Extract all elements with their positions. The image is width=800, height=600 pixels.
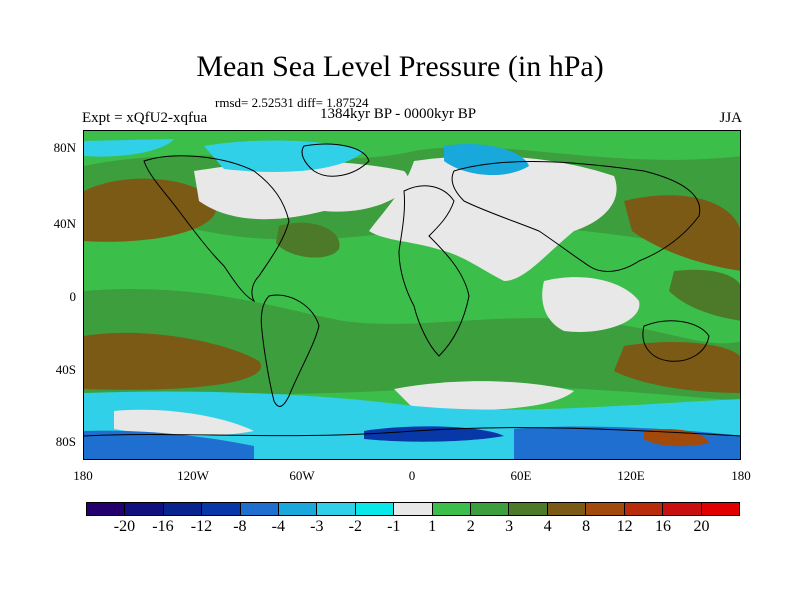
lon-label-120w: 120W <box>177 468 209 483</box>
zone-brown-tropical-east <box>669 269 740 321</box>
colorbar-box <box>471 503 510 515</box>
colorbar-box <box>163 503 203 515</box>
coast-australia <box>642 320 710 362</box>
lon-label-60w: 60W <box>289 468 315 483</box>
colorbar-box <box>663 503 702 515</box>
coast-antarctica <box>84 427 740 437</box>
colorbar-label: 2 <box>466 518 475 535</box>
pressure-map <box>83 130 741 460</box>
experiment-label: Expt = xQfU2-xqfua <box>82 110 208 126</box>
colorbar-label: -20 <box>113 518 136 535</box>
colorbar-label: -2 <box>348 518 362 535</box>
lat-label-40s: 40S <box>55 362 76 377</box>
zone-grey-north-atlantic <box>194 161 409 220</box>
colorbar-label: 3 <box>505 518 514 535</box>
colorbar-label: -16 <box>152 518 174 535</box>
colorbar-box <box>87 503 126 515</box>
lon-label-60e: 60E <box>510 468 532 483</box>
colorbar-box <box>701 503 739 515</box>
zone-cyan-labrador <box>84 139 174 157</box>
zone-brown-south-pacific <box>84 332 262 390</box>
colorbar-box <box>279 503 318 515</box>
colorbar <box>86 502 740 516</box>
lon-label-180w: 180 <box>73 468 93 483</box>
zone-grey-antarctic-patches <box>114 409 254 436</box>
colorbar-box <box>509 503 548 515</box>
lat-label-0: 0 <box>69 289 77 304</box>
colorbar-box <box>355 503 395 515</box>
colorbar-label: 20 <box>693 518 710 535</box>
map-title: Mean Sea Level Pressure (in hPa) <box>196 50 604 83</box>
colorbar-label: 12 <box>616 518 633 535</box>
zone-brown-south-indian <box>614 342 740 393</box>
zone-cyan-arctic-west <box>204 140 364 172</box>
season-label: JJA <box>719 110 742 126</box>
colorbar-box <box>240 503 280 515</box>
zone-grey-indian-ocean <box>542 277 640 332</box>
zone-brown-north-atlantic <box>276 222 340 258</box>
colorbar-label: -12 <box>190 518 213 535</box>
zone-dark-blue-ross <box>364 426 504 442</box>
zone-grey-south-atlantic <box>394 381 574 411</box>
colorbar-label: -1 <box>387 518 401 535</box>
lon-label-120e: 120E <box>617 468 645 483</box>
zone-blue-antarctic-west <box>84 430 254 459</box>
period-text: 1384kyr BP - 0000kyr BP <box>320 106 477 122</box>
colorbar-label: -8 <box>233 518 247 535</box>
colorbar-label: 4 <box>543 518 552 535</box>
statistics-text: rmsd= 2.52531 diff= 1.87524 <box>215 95 369 110</box>
coast-greenland <box>301 143 370 177</box>
colorbar-box <box>432 503 472 515</box>
colorbar-box <box>394 503 433 515</box>
coast-north-america <box>143 155 290 303</box>
colorbar-box <box>624 503 664 515</box>
lat-label-40n: 40N <box>53 216 76 231</box>
coast-europe-africa <box>398 185 470 357</box>
lon-label-0: 0 <box>408 468 416 483</box>
coast-asia <box>451 161 701 272</box>
colorbar-label: -3 <box>310 518 324 535</box>
lat-label-80s: 80S <box>55 434 76 449</box>
lat-label-80n: 80N <box>53 140 76 155</box>
colorbar-box <box>317 503 356 515</box>
colorbar-label: -4 <box>271 518 285 535</box>
zone-brown-east-asia <box>624 195 740 271</box>
colorbar-box <box>125 503 164 515</box>
zone-brown-north-pacific <box>84 178 217 242</box>
colorbar-box <box>586 503 625 515</box>
coast-south-america <box>260 294 320 407</box>
colorbar-box <box>547 503 587 515</box>
colorbar-label: 8 <box>582 518 591 535</box>
colorbar-label: 16 <box>655 518 672 535</box>
colorbar-box <box>202 503 241 515</box>
zone-grey-eurasia <box>369 156 617 281</box>
colorbar-label: 1 <box>428 518 437 535</box>
zone-blue-arctic-east <box>444 143 529 176</box>
lon-label-180e: 180 <box>731 468 751 483</box>
